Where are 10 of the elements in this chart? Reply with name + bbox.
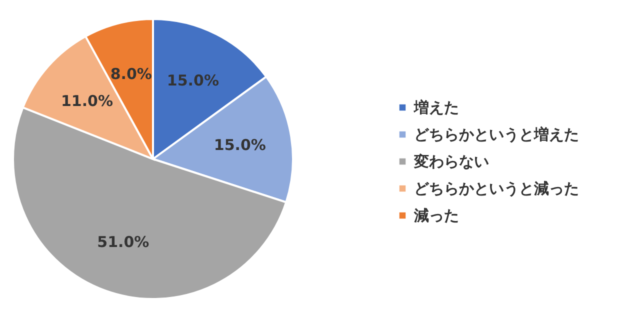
data-label: 11.0% [60,92,114,110]
legend-label: どちらかというと減った [414,180,579,198]
data-label: 8.0% [110,64,152,83]
data-label: 15.0% [214,136,266,154]
legend-label: 変わらない [413,152,489,170]
data-label: 15.0% [166,72,219,90]
legend-label: どちらかというと増えた [414,126,579,144]
data-label: 51.0% [97,232,150,251]
legend-label: 減った [413,206,459,224]
legend-label: 増えた [413,98,459,116]
